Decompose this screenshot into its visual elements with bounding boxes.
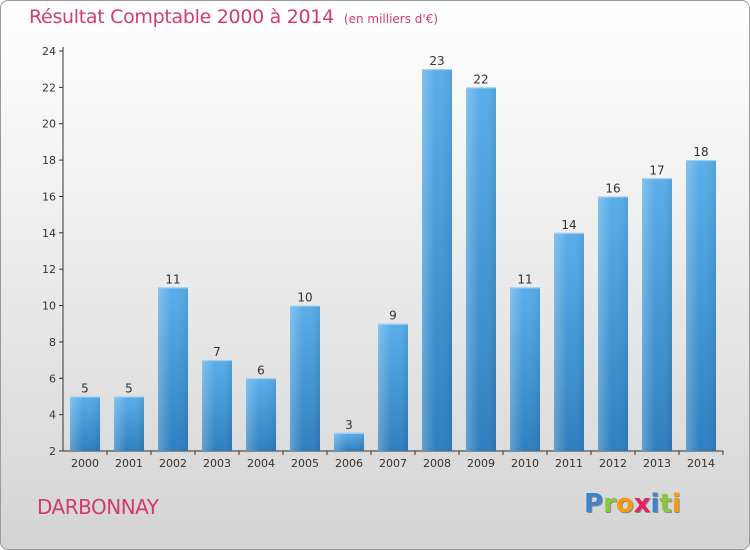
bar-shine bbox=[114, 396, 144, 451]
bar-shine bbox=[466, 87, 496, 451]
x-tick-label: 2004 bbox=[247, 457, 275, 470]
y-tick-label: 18 bbox=[42, 154, 56, 167]
bar-shine bbox=[70, 396, 100, 451]
y-tick-label: 10 bbox=[42, 300, 56, 313]
chart-subtitle: (en milliers d'€) bbox=[343, 12, 439, 26]
data-label: 16 bbox=[605, 181, 620, 195]
data-label: 22 bbox=[473, 72, 488, 86]
bar-shine bbox=[686, 160, 716, 451]
y-tick-label: 22 bbox=[42, 81, 56, 94]
x-tick-label: 2010 bbox=[511, 457, 539, 470]
logo-letter: i bbox=[650, 489, 660, 519]
bar-shine bbox=[510, 287, 540, 451]
y-tick-label: 12 bbox=[42, 263, 56, 276]
bar-shine bbox=[246, 378, 276, 451]
y-tick-label: 4 bbox=[49, 409, 56, 422]
bars bbox=[70, 69, 716, 452]
bar-shine bbox=[202, 360, 232, 451]
logo-letter: P bbox=[584, 489, 604, 519]
title-text: Résultat Comptable 2000 à 2014 bbox=[29, 6, 334, 28]
data-label: 11 bbox=[517, 272, 532, 286]
data-label: 18 bbox=[693, 145, 708, 159]
y-tick-label: 2 bbox=[49, 445, 56, 458]
x-tick-label: 2009 bbox=[467, 457, 495, 470]
bar-shine bbox=[642, 178, 672, 452]
data-label: 6 bbox=[257, 363, 265, 377]
bar-shine bbox=[422, 69, 452, 451]
x-tick-label: 2007 bbox=[379, 457, 407, 470]
logo-letter: o bbox=[615, 489, 634, 519]
logo-letter: r bbox=[603, 489, 616, 519]
x-tick-label: 2002 bbox=[159, 457, 187, 470]
commune-name: DARBONNAY bbox=[37, 495, 159, 519]
proxiti-logo[interactable]: Proxiti bbox=[584, 489, 681, 519]
logo-letter: t bbox=[659, 489, 672, 519]
data-label: 5 bbox=[125, 381, 133, 395]
data-label: 7 bbox=[213, 345, 221, 359]
data-label: 5 bbox=[81, 381, 89, 395]
data-label: 14 bbox=[561, 218, 576, 232]
bar-shine bbox=[334, 432, 364, 451]
bar-shine bbox=[290, 305, 320, 451]
data-label: 10 bbox=[297, 291, 312, 305]
bar-shine bbox=[598, 196, 628, 451]
data-label: 17 bbox=[649, 163, 664, 177]
x-axis: 2000 2001 2002 2003 2004 2005 2006 2007 2008 2009… bbox=[63, 450, 724, 470]
x-tick-label: 2005 bbox=[291, 457, 319, 470]
y-tick-label: 16 bbox=[42, 190, 56, 203]
bar-shine bbox=[378, 323, 408, 451]
x-tick-label: 2012 bbox=[599, 457, 627, 470]
chart-title: Résultat Comptable 2000 à 2014 (en millie… bbox=[29, 6, 438, 28]
bar-shine bbox=[158, 287, 188, 451]
bar-shine bbox=[554, 232, 584, 451]
x-tick-label: 2011 bbox=[555, 457, 583, 470]
data-label: 3 bbox=[345, 418, 353, 432]
y-tick-label: 6 bbox=[49, 372, 56, 385]
logo-letter: i bbox=[671, 489, 681, 519]
logo-letter: x bbox=[633, 489, 651, 519]
data-label: 23 bbox=[429, 54, 444, 68]
x-tick-label: 2008 bbox=[423, 457, 451, 470]
x-tick-label: 2003 bbox=[203, 457, 231, 470]
data-label: 11 bbox=[165, 272, 180, 286]
y-tick-label: 24 bbox=[42, 45, 56, 58]
y-tick-label: 14 bbox=[42, 227, 56, 240]
x-tick-label: 2000 bbox=[71, 457, 99, 470]
y-tick-label: 8 bbox=[49, 336, 56, 349]
y-tick-label: 20 bbox=[42, 118, 56, 131]
x-tick-label: 2001 bbox=[115, 457, 143, 470]
data-labels: 5 5 11 7 6 10 3 9 23 22 11 14 16 17 18 bbox=[81, 54, 708, 432]
data-label: 9 bbox=[389, 309, 397, 323]
x-tick-label: 2014 bbox=[687, 457, 715, 470]
x-tick-label: 2006 bbox=[335, 457, 363, 470]
x-tick-label: 2013 bbox=[643, 457, 671, 470]
